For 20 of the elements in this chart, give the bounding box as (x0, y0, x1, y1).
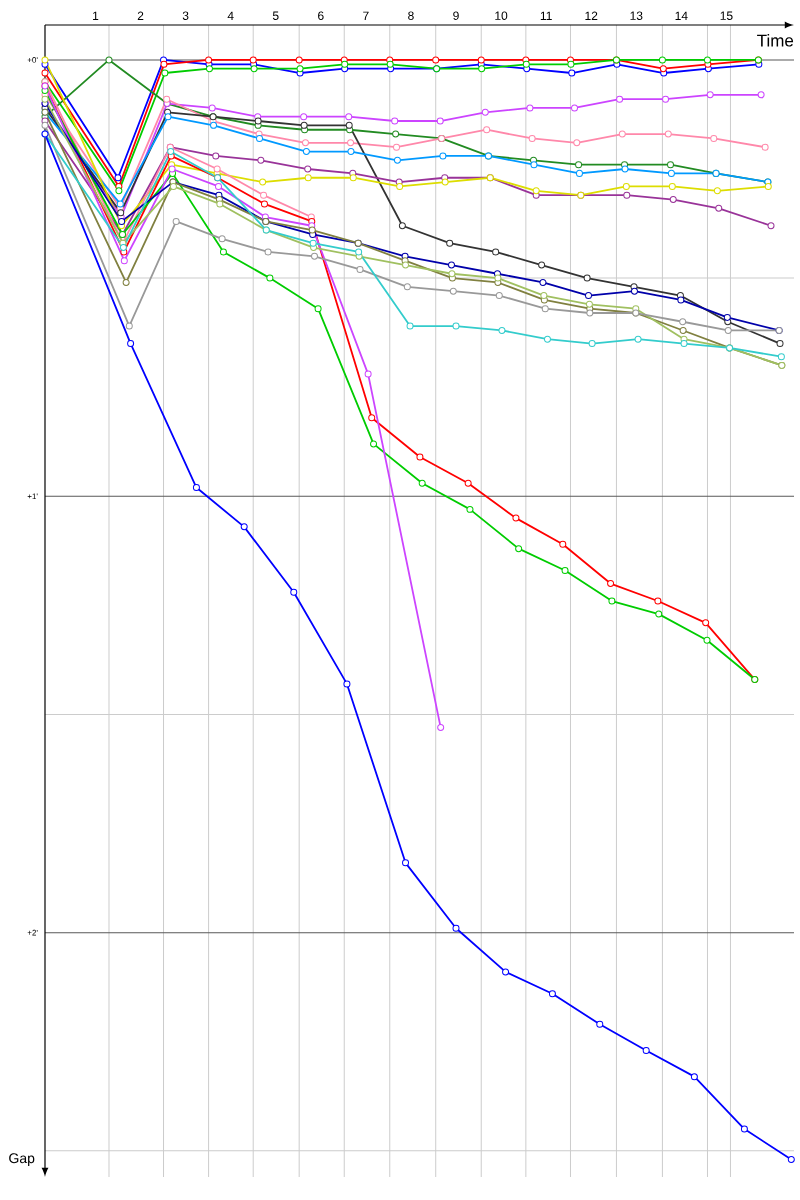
x-tick-label: 13 (630, 11, 643, 20)
x-tick-label: 14 (675, 11, 688, 20)
x-tick-label: 8 (408, 11, 414, 20)
x-tick-label: 12 (585, 11, 598, 20)
x-tick-label: 15 (720, 11, 733, 20)
y-tick-label: +0' (27, 57, 38, 63)
x-tick-label: 7 (363, 11, 369, 20)
y-axis-title: Gap (9, 1153, 35, 1166)
x-tick-label: 1 (93, 11, 99, 20)
x-tick-label: 11 (540, 11, 552, 20)
x-tick-label: 5 (272, 11, 279, 20)
y-tick-label: +2' (27, 929, 38, 936)
x-tick-label: 10 (495, 11, 508, 20)
x-tick-label: 9 (453, 11, 459, 20)
x-tick-label: 6 (318, 11, 324, 20)
x-tick-label: 2 (137, 11, 144, 20)
y-tick-label: +1' (27, 493, 38, 500)
x-tick-label: 3 (182, 11, 189, 20)
x-tick-label: 4 (227, 11, 234, 20)
x-axis-title: Time (757, 34, 794, 47)
